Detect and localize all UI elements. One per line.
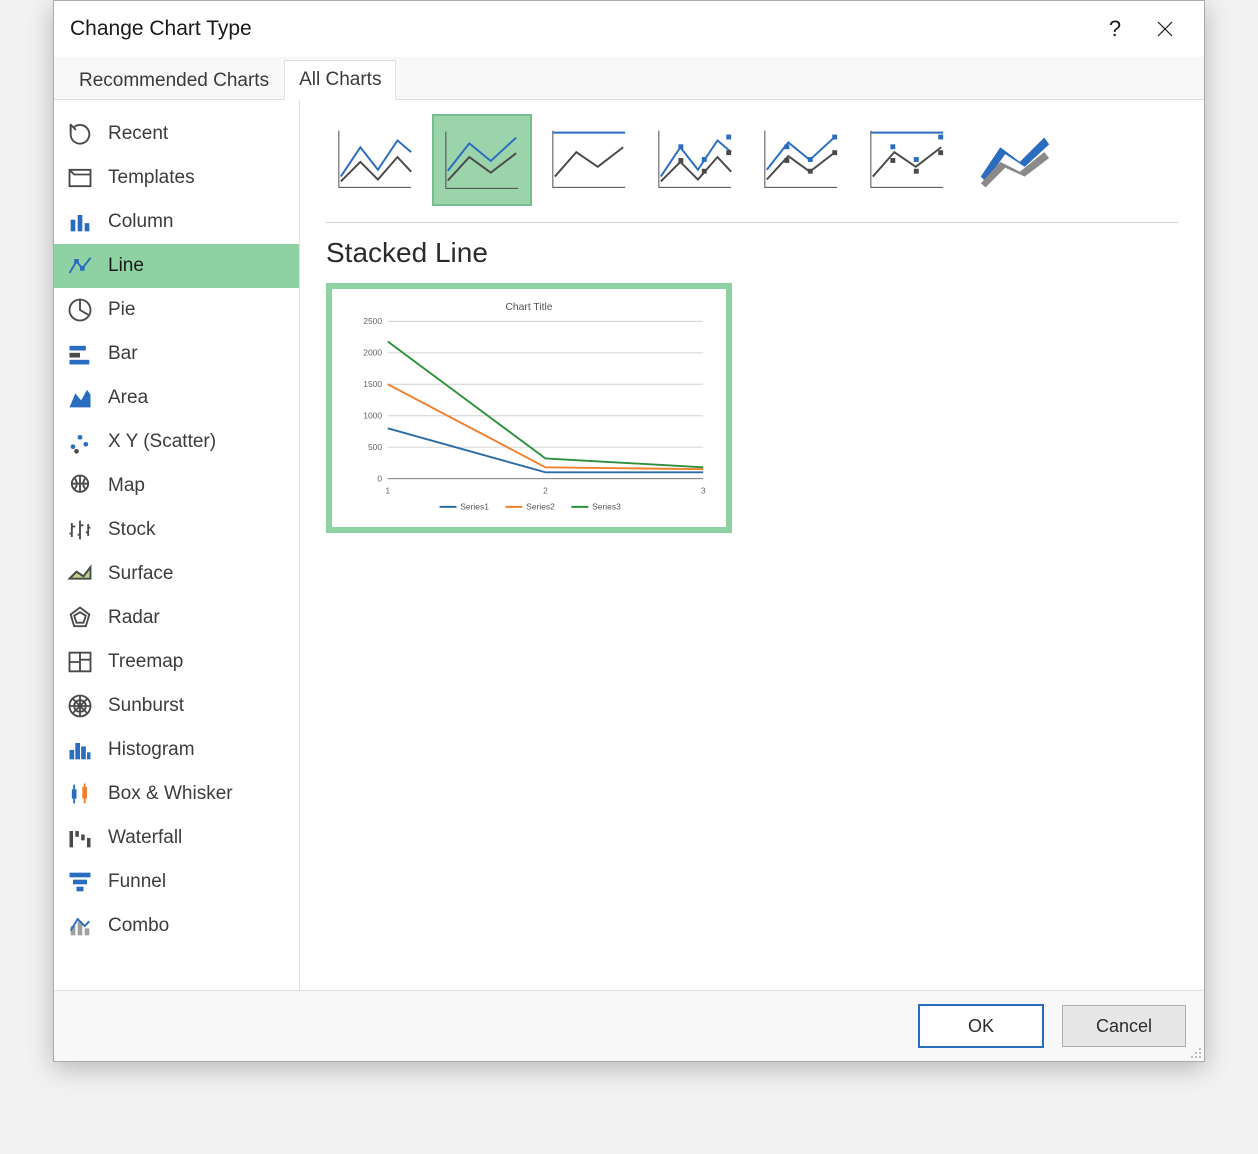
svg-text:Series3: Series3 xyxy=(592,502,621,512)
section-title: Stacked Line xyxy=(326,237,1178,269)
chart-category-label: Pie xyxy=(108,299,135,321)
chart-category-combo[interactable]: Combo xyxy=(54,904,299,948)
chart-category-label: Bar xyxy=(108,343,138,365)
chart-category-label: Surface xyxy=(108,563,173,585)
boxwhisker-icon xyxy=(66,780,94,808)
chart-preview[interactable]: Chart Title 0 500 1000 1500 2000 2500 1 2 3 Series… xyxy=(326,283,732,533)
scatter-icon xyxy=(66,428,94,456)
chart-category-treemap[interactable]: Treemap xyxy=(54,640,299,684)
chart-category-radar[interactable]: Radar xyxy=(54,596,299,640)
chart-category-pie[interactable]: Pie xyxy=(54,288,299,332)
chart-category-label: Box & Whisker xyxy=(108,783,233,805)
svg-text:1000: 1000 xyxy=(363,411,382,421)
chart-category-label: Map xyxy=(108,475,145,497)
svg-text:3: 3 xyxy=(701,486,706,496)
chart-category-label: Radar xyxy=(108,607,160,629)
titlebar: Change Chart Type ? xyxy=(54,1,1204,58)
question-icon: ? xyxy=(1109,16,1121,42)
chart-category-label: Stock xyxy=(108,519,156,541)
svg-text:Series1: Series1 xyxy=(460,502,489,512)
chart-category-recent[interactable]: Recent xyxy=(54,112,299,156)
cancel-button[interactable]: Cancel xyxy=(1062,1005,1186,1047)
svg-text:Chart Title: Chart Title xyxy=(505,302,552,313)
chart-category-label: Treemap xyxy=(108,651,183,673)
chart-category-sidebar: Recent Templates Column Line Pie Bar Area X Y (… xyxy=(54,100,300,990)
chart-category-boxwhisker[interactable]: Box & Whisker xyxy=(54,772,299,816)
tab-recommended-charts[interactable]: Recommended Charts xyxy=(64,61,284,100)
surface-icon xyxy=(66,560,94,588)
sunburst-icon xyxy=(66,692,94,720)
chart-category-area[interactable]: Area xyxy=(54,376,299,420)
dialog-footer: OK Cancel xyxy=(54,990,1204,1061)
ok-button[interactable]: OK xyxy=(918,1004,1044,1048)
chart-subtype-100stacked-line-markers[interactable] xyxy=(858,114,956,204)
chart-category-funnel[interactable]: Funnel xyxy=(54,860,299,904)
map-icon xyxy=(66,472,94,500)
chart-category-bar[interactable]: Bar xyxy=(54,332,299,376)
chart-category-line[interactable]: Line xyxy=(54,244,299,288)
main-panel: Stacked Line Chart Title 0 500 1000 1500 2000… xyxy=(300,100,1204,990)
chart-category-stock[interactable]: Stock xyxy=(54,508,299,552)
close-button[interactable] xyxy=(1140,9,1190,49)
chart-subtype-row xyxy=(326,114,1178,223)
recent-icon xyxy=(66,120,94,148)
chart-category-templates[interactable]: Templates xyxy=(54,156,299,200)
chart-subtype-line-markers[interactable] xyxy=(646,114,744,204)
chart-category-waterfall[interactable]: Waterfall xyxy=(54,816,299,860)
resize-grip[interactable] xyxy=(1191,1048,1201,1058)
chart-category-label: X Y (Scatter) xyxy=(108,431,216,453)
chart-category-surface[interactable]: Surface xyxy=(54,552,299,596)
tabstrip: Recommended Charts All Charts xyxy=(54,57,1204,100)
tab-all-charts[interactable]: All Charts xyxy=(284,60,396,100)
chart-category-label: Histogram xyxy=(108,739,195,761)
waterfall-icon xyxy=(66,824,94,852)
chart-category-label: Area xyxy=(108,387,148,409)
pie-icon xyxy=(66,296,94,324)
svg-text:500: 500 xyxy=(368,442,382,452)
chart-category-scatter[interactable]: X Y (Scatter) xyxy=(54,420,299,464)
window-title: Change Chart Type xyxy=(70,17,1090,41)
dialog-body: Recent Templates Column Line Pie Bar Area X Y (… xyxy=(54,100,1204,990)
svg-text:Series2: Series2 xyxy=(526,502,555,512)
chart-subtype-3d-line[interactable] xyxy=(964,114,1062,204)
area-icon xyxy=(66,384,94,412)
templates-icon xyxy=(66,164,94,192)
chart-category-column[interactable]: Column xyxy=(54,200,299,244)
radar-icon xyxy=(66,604,94,632)
svg-text:1500: 1500 xyxy=(363,379,382,389)
line-icon xyxy=(66,252,94,280)
column-icon xyxy=(66,208,94,236)
svg-text:2000: 2000 xyxy=(363,348,382,358)
svg-text:2500: 2500 xyxy=(363,316,382,326)
change-chart-type-dialog: Change Chart Type ? Recommended Charts A… xyxy=(53,0,1205,1062)
svg-text:1: 1 xyxy=(385,486,390,496)
chart-category-label: Recent xyxy=(108,123,168,145)
svg-text:2: 2 xyxy=(543,486,548,496)
bar-icon xyxy=(66,340,94,368)
chart-category-map[interactable]: Map xyxy=(54,464,299,508)
chart-category-label: Templates xyxy=(108,167,195,189)
chart-category-label: Column xyxy=(108,211,173,233)
chart-subtype-stacked-line[interactable] xyxy=(432,114,532,206)
chart-category-label: Combo xyxy=(108,915,169,937)
chart-subtype-line[interactable] xyxy=(326,114,424,204)
funnel-icon xyxy=(66,868,94,896)
stock-icon xyxy=(66,516,94,544)
chart-subtype-100stacked-line[interactable] xyxy=(540,114,638,204)
help-button[interactable]: ? xyxy=(1090,9,1140,49)
close-icon xyxy=(1157,21,1173,37)
chart-preview-svg: Chart Title 0 500 1000 1500 2000 2500 1 2 3 Series… xyxy=(338,295,720,521)
chart-category-label: Funnel xyxy=(108,871,166,893)
chart-category-sunburst[interactable]: Sunburst xyxy=(54,684,299,728)
combo-icon xyxy=(66,912,94,940)
treemap-icon xyxy=(66,648,94,676)
chart-category-histogram[interactable]: Histogram xyxy=(54,728,299,772)
chart-category-label: Sunburst xyxy=(108,695,184,717)
chart-category-label: Waterfall xyxy=(108,827,182,849)
histogram-icon xyxy=(66,736,94,764)
chart-subtype-stacked-line-markers[interactable] xyxy=(752,114,850,204)
chart-category-label: Line xyxy=(108,255,144,277)
svg-text:0: 0 xyxy=(377,473,382,483)
